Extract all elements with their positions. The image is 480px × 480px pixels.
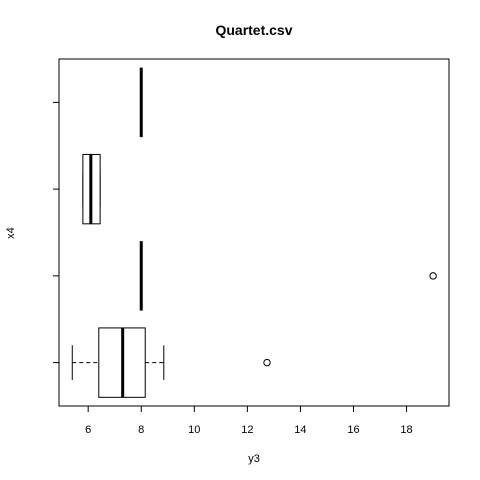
outlier-point	[429, 272, 437, 280]
x-tick-label: 12	[241, 424, 253, 436]
x-axis: 6 8 10 12 14 16 18	[85, 405, 413, 436]
x-tick-label: 8	[138, 424, 144, 436]
chart-title: Quartet.csv	[215, 22, 292, 38]
x-tick-label: 6	[85, 424, 91, 436]
x-tick-label: 10	[188, 424, 200, 436]
x-tick-label: 14	[294, 424, 306, 436]
outlier-point	[263, 358, 271, 367]
y-axis	[53, 101, 60, 364]
x-tick-label: 16	[347, 424, 359, 436]
box-group-3	[82, 153, 101, 225]
y-axis-label: x4	[5, 227, 17, 239]
x-axis-label: y3	[248, 453, 260, 465]
boxplot-groups	[71, 67, 437, 398]
box-group-1	[71, 327, 271, 398]
box-group-2	[139, 241, 437, 311]
x-tick-label: 18	[400, 424, 412, 436]
